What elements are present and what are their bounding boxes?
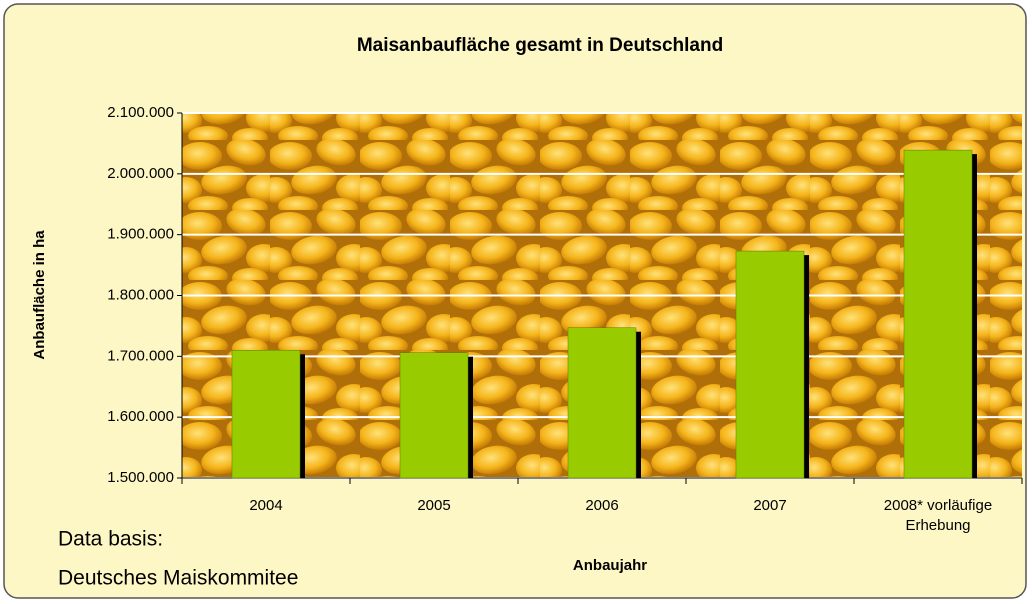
bar	[904, 150, 972, 478]
y-tick-label: 1.900.000	[107, 226, 174, 243]
y-tick-label: 1.600.000	[107, 408, 174, 425]
y-tick-label: 1.500.000	[107, 469, 174, 486]
note: Data basis:	[58, 528, 163, 551]
bar	[400, 353, 468, 478]
chart-panel: Maisanbaufläche gesamt in Deutschland An…	[0, 0, 1032, 604]
x-tick-label: 2005	[359, 496, 509, 516]
x-tick-label: 2004	[191, 496, 341, 516]
x-tick-label: 2007	[695, 496, 845, 516]
x-tick-label: 2006	[527, 496, 677, 516]
bar	[568, 328, 636, 478]
x-axis-title: Anbaujahr	[573, 557, 647, 574]
x-tick-label: 2008* vorläufige Erhebung	[863, 496, 1013, 536]
y-tick-label: 2.100.000	[107, 104, 174, 121]
y-tick-label: 1.700.000	[107, 347, 174, 364]
bar	[736, 251, 804, 478]
chart-title: Maisanbaufläche gesamt in Deutschland	[357, 35, 723, 56]
y-axis-title: Anbaufläche in ha	[31, 230, 48, 360]
y-tick-label: 1.800.000	[107, 286, 174, 303]
note: Deutsches Maiskommitee	[58, 567, 298, 590]
bar	[232, 350, 300, 478]
y-tick-label: 2.000.000	[107, 165, 174, 182]
